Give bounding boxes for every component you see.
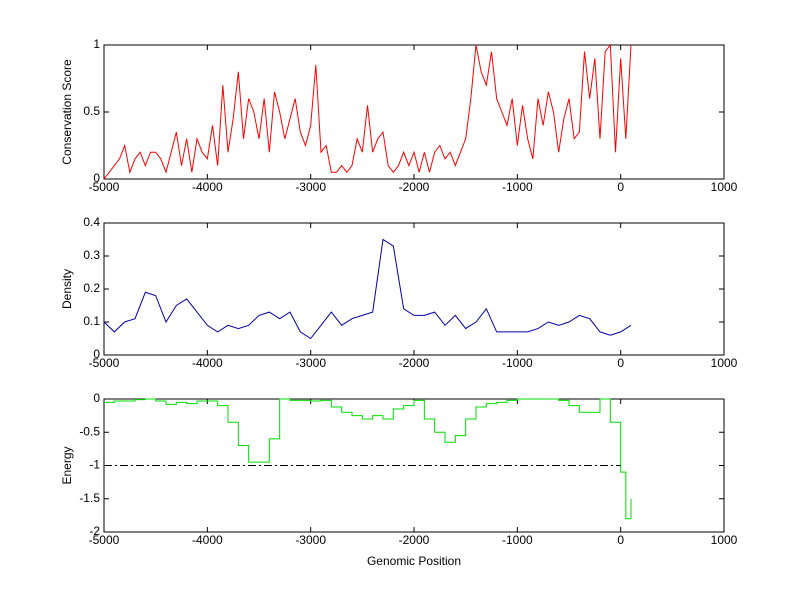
y-axis-label: Conservation Score <box>60 59 74 165</box>
y-tick-label: -1.5 <box>79 491 100 505</box>
x-tick-label: 1000 <box>711 356 738 370</box>
x-tick-label: -4000 <box>192 533 223 547</box>
x-tick-label: -2000 <box>399 180 430 194</box>
x-tick-label: -5000 <box>89 180 120 194</box>
y-tick-label: 0 <box>93 347 100 361</box>
y-tick-label: 0 <box>93 171 100 185</box>
x-tick-label: -2000 <box>399 533 430 547</box>
x-tick-label: -4000 <box>192 180 223 194</box>
data-line <box>103 238 632 340</box>
axes-box <box>103 222 725 356</box>
axes-box <box>103 44 725 180</box>
x-tick-label: 0 <box>617 356 624 370</box>
x-tick-label: 0 <box>617 180 624 194</box>
x-tick-label: -1000 <box>502 180 533 194</box>
x-tick-label: -1000 <box>502 356 533 370</box>
y-tick-label: 0.5 <box>83 104 100 118</box>
data-line <box>104 398 632 520</box>
y-tick-label: -1 <box>89 458 100 472</box>
x-tick-label: -5000 <box>89 356 120 370</box>
x-tick-label: 1000 <box>711 180 738 194</box>
x-tick-label: -3000 <box>295 180 326 194</box>
x-tick-label: -3000 <box>295 356 326 370</box>
y-tick-label: 0.4 <box>83 215 100 229</box>
x-tick-label: -3000 <box>295 533 326 547</box>
x-tick-label: -5000 <box>89 533 120 547</box>
x-tick-label: -1000 <box>502 533 533 547</box>
x-tick-label: 0 <box>617 533 624 547</box>
x-axis-label: Genomic Position <box>367 554 461 568</box>
y-tick-label: 0.3 <box>83 248 100 262</box>
y-tick-label: -2 <box>89 524 100 538</box>
x-tick-label: -2000 <box>399 356 430 370</box>
x-tick-label: 1000 <box>711 533 738 547</box>
data-line <box>103 43 632 180</box>
y-tick-label: 1 <box>93 37 100 51</box>
y-tick-label: -0.5 <box>79 424 100 438</box>
y-tick-label: 0.2 <box>83 281 100 295</box>
y-axis-label: Energy <box>60 446 74 484</box>
y-tick-label: 0.1 <box>83 314 100 328</box>
y-axis-label: Density <box>60 269 74 309</box>
y-tick-label: 0 <box>93 391 100 405</box>
x-tick-label: -4000 <box>192 356 223 370</box>
